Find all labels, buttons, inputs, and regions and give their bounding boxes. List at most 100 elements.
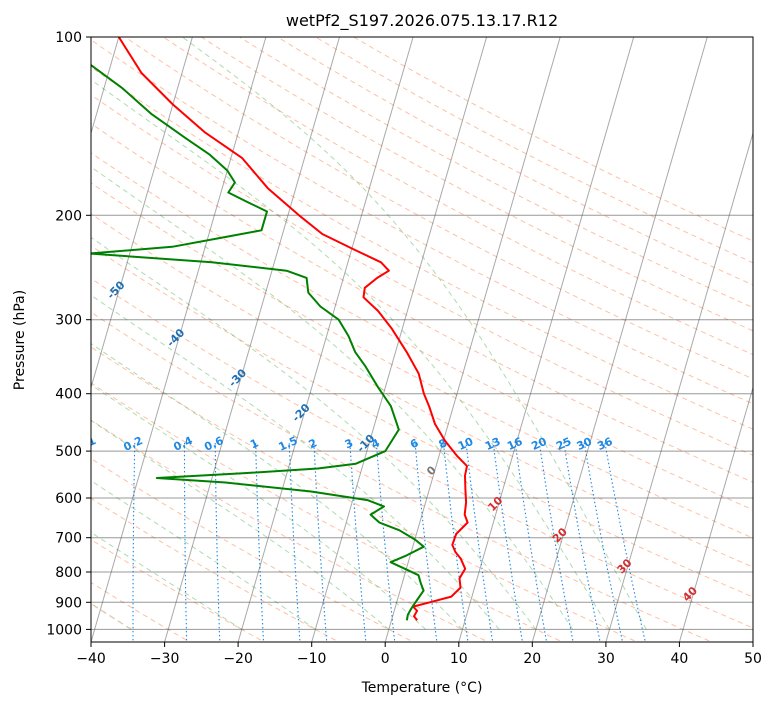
mixing-ratio-lines: [83, 440, 646, 645]
x-tick-label: −20: [223, 651, 253, 667]
mixing-ratio-label: 16: [505, 435, 525, 453]
mixing-ratio-label: 1: [248, 436, 260, 451]
isotherm-gridline: [752, 640, 753, 642]
dry-adiabats: [91, 37, 753, 642]
mixing-ratio-line: [514, 440, 548, 642]
isotherm-label: -70: [0, 174, 11, 198]
isotherm-gridline: [384, 37, 561, 642]
mixing-ratio-line: [603, 440, 646, 642]
isotherm-label: -20: [290, 401, 313, 425]
isotherm-gridline: [91, 37, 267, 642]
dry-adiabat: [91, 457, 415, 642]
mixing-ratio-line: [375, 440, 396, 642]
moist-adiabat: [91, 166, 574, 630]
saturation-curve: [0, 37, 58, 629]
y-tick-label: 700: [55, 531, 82, 547]
isobars: [91, 37, 753, 630]
profile-series: [91, 37, 469, 621]
isotherm-label: 10: [485, 494, 505, 514]
dry-adiabat: [91, 277, 753, 629]
dry-adiabat: [91, 311, 714, 642]
mixing-ratio-line: [538, 440, 574, 642]
mixing-ratio-line: [313, 440, 328, 642]
mixing-ratio-line: [255, 440, 265, 642]
x-axis-label: Temperature (°C): [361, 680, 483, 696]
y-axis-label: Pressure (hPa): [12, 290, 28, 390]
moist-adiabat: [91, 480, 316, 630]
isotherm-label: -40: [164, 326, 187, 350]
line-labels: 0.10.20.40.611.52346810131620253036-100-…: [0, 174, 700, 604]
mixing-ratio-line: [288, 440, 301, 642]
y-tick-label: 400: [55, 387, 82, 403]
x-tick-label: −30: [150, 651, 180, 667]
dry-adiabat: [200, 37, 753, 332]
isotherm-label: 20: [550, 525, 570, 545]
dry-adiabat: [162, 37, 753, 356]
x-tick-label: 0: [381, 651, 390, 667]
mixing-ratio-label: 20: [529, 435, 549, 453]
y-tick-label: 900: [55, 595, 82, 611]
dry-adiabat: [352, 37, 753, 242]
mixing-ratio-label: 36: [595, 435, 615, 453]
dry-adiabat: [91, 182, 753, 539]
dry-adiabat: [276, 37, 753, 286]
dry-adiabat: [91, 419, 490, 642]
plot-area: 0.10.20.40.611.52346810131620253036-100-…: [0, 37, 753, 645]
isotherm-gridline: [164, 37, 340, 642]
isotherm-label: 30: [615, 556, 635, 576]
isotherm-gridline: [531, 37, 708, 642]
y-tick-label: 300: [55, 313, 82, 329]
mixing-ratio-line: [465, 440, 494, 642]
moist-adiabats: [91, 37, 647, 630]
isotherm-gridline: [458, 37, 635, 642]
mixing-ratio-line: [349, 440, 367, 642]
dry-adiabat: [91, 213, 753, 568]
x-tick-label: 50: [744, 651, 762, 667]
mixing-ratio-line: [83, 441, 88, 645]
temperature-profile-line: [117, 37, 469, 621]
x-tick-label: −40: [76, 651, 106, 667]
mixing-ratio-label: 30: [575, 435, 595, 453]
mixing-ratio-label: 3: [343, 436, 355, 451]
moist-adiabat: [91, 343, 463, 630]
mixing-ratio-line: [583, 440, 624, 642]
isotherm-gridline: [678, 385, 753, 642]
mixing-ratio-label: 13: [483, 435, 502, 453]
mixing-ratio-line: [414, 440, 438, 642]
dry-adiabat: [91, 122, 753, 483]
dry-adiabat: [91, 382, 564, 642]
mixing-ratio-label: 10: [456, 435, 476, 453]
mixing-ratio-label: 6: [408, 436, 421, 451]
y-tick-label: 500: [55, 444, 82, 460]
isotherm-gridline: [91, 37, 193, 390]
isotherm-label: -60: [46, 226, 69, 250]
x-tick-label: −10: [297, 651, 327, 667]
y-tick-label: 600: [55, 491, 82, 507]
isotherm-gridline: [237, 37, 414, 642]
isotherm-gridline: [605, 131, 753, 642]
isotherms: [91, 37, 753, 642]
dewpoint-profile-line: [91, 63, 425, 621]
mixing-ratio-line: [562, 440, 601, 642]
x-tick-label: 10: [450, 651, 468, 667]
chart-title: wetPf2_S197.2026.075.13.17.R12: [286, 11, 558, 31]
isotherm-label: 0: [424, 463, 439, 478]
x-tick-label: 20: [523, 651, 541, 667]
moist-adiabat: [91, 384, 426, 630]
axis-ticks: −40 −30 −20 −10 0 10 20 30 40 5010009008007006005…: [46, 30, 762, 667]
moist-adiabat: [91, 419, 390, 630]
y-tick-label: 100: [55, 30, 82, 46]
mixing-ratio-line: [492, 440, 524, 642]
y-tick-label: 200: [55, 208, 82, 224]
dry-adiabat: [91, 66, 753, 430]
mixing-ratio-label: 25: [554, 435, 573, 453]
mixing-ratio-label: 0.1: [75, 434, 98, 454]
x-tick-label: 30: [597, 651, 615, 667]
dry-adiabat: [238, 37, 753, 309]
mixing-ratio-line: [132, 440, 136, 642]
isotherm-label: 40: [680, 584, 700, 604]
dry-adiabat: [91, 245, 753, 598]
moist-adiabat: [181, 37, 647, 630]
isotherm-label: -30: [226, 366, 249, 390]
